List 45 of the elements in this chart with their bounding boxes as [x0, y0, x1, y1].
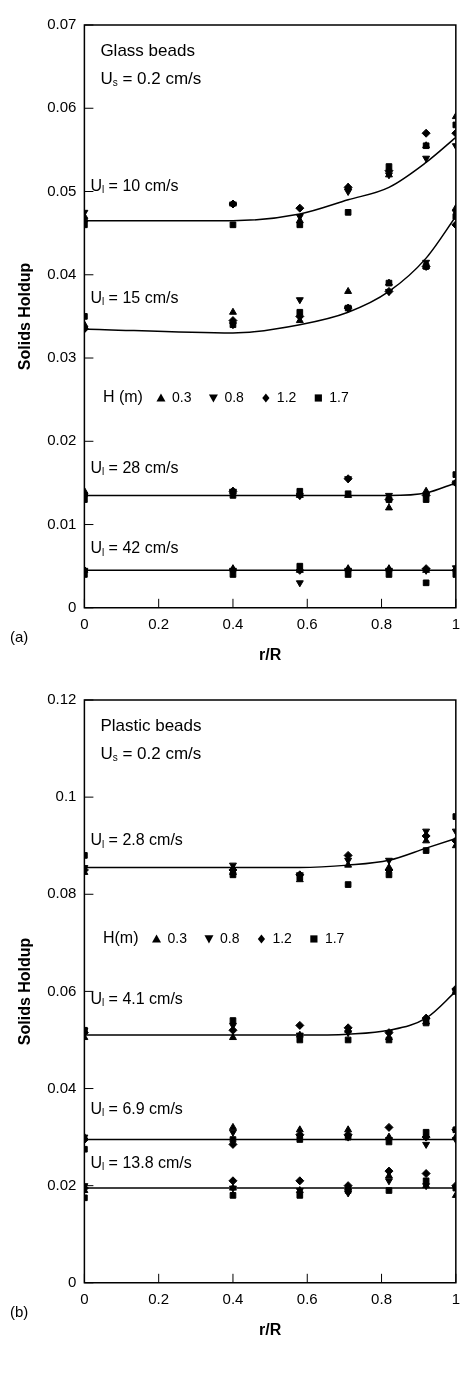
legend-label: 0.3	[171, 388, 192, 405]
y-tick-label: 0.06	[47, 98, 77, 116]
legend-label: 1.7	[324, 929, 345, 946]
x-tick-label: 0.8	[371, 614, 392, 632]
y-tick-label: 0	[68, 1272, 77, 1290]
legend-title: H(m)	[102, 929, 139, 947]
x-tick-label: 0.4	[222, 614, 244, 632]
y-tick-label: 0.01	[47, 514, 77, 532]
legend-label: 0.3	[167, 929, 188, 946]
x-tick-label: 1	[451, 614, 460, 632]
annotation: Glass beads	[100, 40, 195, 60]
legend-label: 0.8	[224, 388, 245, 405]
y-tick-label: 0.04	[47, 1078, 77, 1096]
legend-label: 1.7	[329, 388, 350, 405]
y-tick-label: 0.07	[47, 15, 77, 33]
annotation: Plastic beads	[100, 715, 202, 735]
text: (a)	[10, 627, 29, 645]
y-axis-title: Solids Holdup	[16, 937, 34, 1046]
y-tick-label: 0	[68, 597, 77, 615]
x-tick-label: 0	[80, 1289, 89, 1307]
x-axis-title: r/R	[258, 1320, 282, 1338]
x-tick-label: 0.6	[296, 1289, 318, 1307]
y-tick-label: 0.12	[47, 690, 77, 708]
x-tick-label: 0.6	[296, 614, 318, 632]
y-axis-title: Solids Holdup	[16, 262, 34, 371]
legend-title: H (m)	[102, 388, 143, 406]
legend-label: 1.2	[272, 929, 293, 946]
x-tick-label: 0.8	[371, 1289, 392, 1307]
y-tick-label: 0.06	[47, 981, 77, 999]
y-tick-label: 0.04	[47, 264, 77, 282]
y-tick-label: 0.03	[47, 348, 77, 366]
x-tick-label: 0	[80, 614, 89, 632]
legend-label: 1.2	[276, 388, 297, 405]
x-tick-label: 0.2	[148, 1289, 170, 1307]
y-tick-label: 0.08	[47, 884, 77, 902]
text: (b)	[10, 1302, 29, 1320]
legend-label: 0.8	[219, 929, 240, 946]
x-axis-title: r/R	[258, 645, 282, 663]
x-tick-label: 0.4	[222, 1289, 244, 1307]
y-tick-label: 0.02	[47, 1175, 77, 1193]
x-tick-label: 0.2	[148, 614, 170, 632]
y-tick-label: 0.05	[47, 181, 77, 199]
y-tick-label: 0.1	[55, 787, 77, 805]
x-tick-label: 1	[451, 1289, 460, 1307]
y-tick-label: 0.02	[47, 431, 77, 449]
